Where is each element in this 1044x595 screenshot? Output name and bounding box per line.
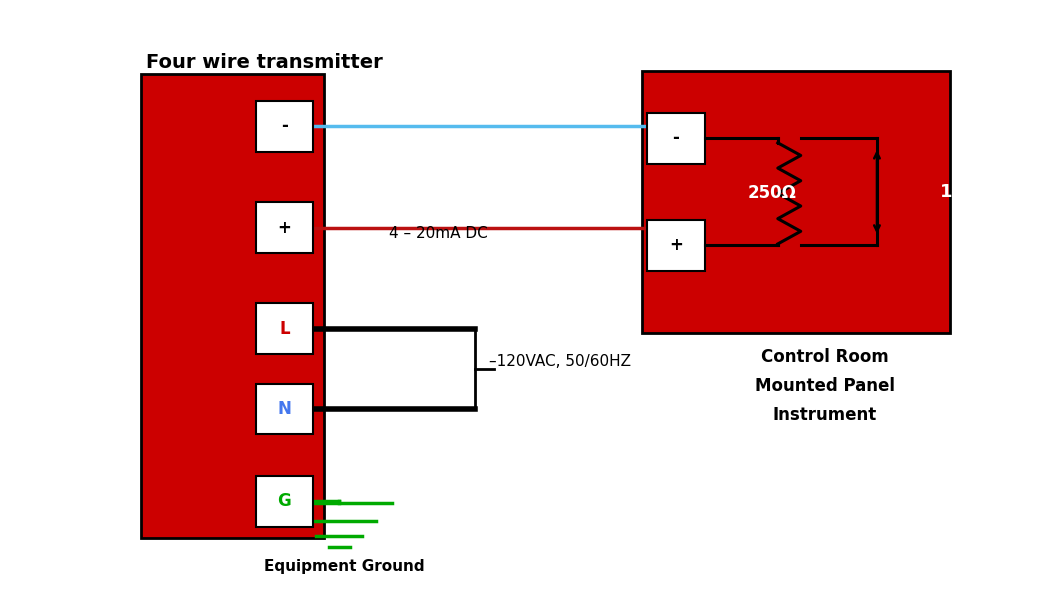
Text: 4 – 20mA DC: 4 – 20mA DC — [389, 226, 488, 241]
Bar — [256, 476, 313, 527]
Text: G: G — [278, 492, 291, 511]
Bar — [256, 303, 313, 354]
Bar — [647, 113, 705, 164]
Text: -: - — [281, 117, 288, 136]
Text: 1-5V DC: 1-5V DC — [940, 183, 1020, 201]
Text: +: + — [278, 218, 291, 237]
Text: -: - — [672, 129, 680, 148]
Bar — [256, 202, 313, 253]
Bar — [256, 384, 313, 434]
Text: N: N — [278, 400, 291, 418]
Bar — [642, 71, 950, 333]
Text: Four wire transmitter: Four wire transmitter — [146, 53, 383, 72]
Bar — [141, 74, 324, 538]
Text: –120VAC, 50/60HZ: –120VAC, 50/60HZ — [489, 353, 631, 369]
Text: 250Ω: 250Ω — [749, 184, 797, 202]
Text: L: L — [279, 320, 290, 338]
Bar — [647, 220, 705, 271]
Text: +: + — [669, 236, 683, 255]
Text: Control Room
Mounted Panel
Instrument: Control Room Mounted Panel Instrument — [755, 348, 895, 424]
Text: Equipment Ground: Equipment Ground — [264, 559, 425, 574]
Bar — [256, 101, 313, 152]
